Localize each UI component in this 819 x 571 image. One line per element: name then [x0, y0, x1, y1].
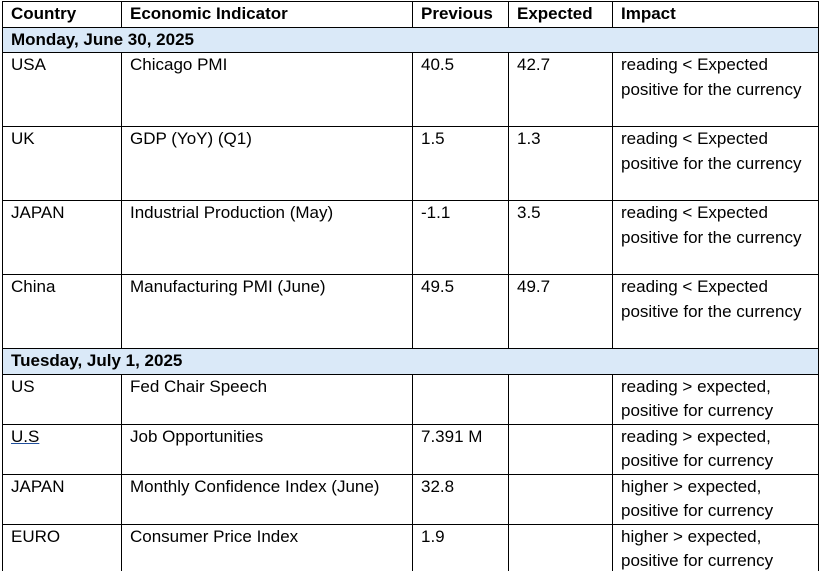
cell-previous: -1.1 [412, 200, 509, 275]
cell-expected: 49.7 [508, 274, 613, 349]
cell-country: USA [2, 52, 122, 127]
cell-country: JAPAN [2, 200, 122, 275]
cell-expected [508, 523, 613, 571]
cell-impact: higher > expected, positive for currency [612, 473, 819, 525]
cell-indicator: Job Opportunities [121, 423, 413, 475]
header-impact: Impact [612, 1, 819, 28]
table-row: UK GDP (YoY) (Q1) 1.5 1.3 reading < Expe… [2, 126, 819, 201]
cell-expected [508, 473, 613, 525]
cell-country: JAPAN [2, 473, 122, 525]
cell-country: China [2, 274, 122, 349]
country-text: U.S [11, 426, 40, 446]
cell-country: UK [2, 126, 122, 201]
section-date-row: Monday, June 30, 2025 [2, 26, 819, 53]
table-row: USA Chicago PMI 40.5 42.7 reading < Expe… [2, 52, 819, 127]
cell-country: U.S [2, 423, 122, 475]
cell-impact: reading > expected, positive for currenc… [612, 423, 819, 475]
cell-impact: reading > expected, positive for currenc… [612, 373, 819, 425]
section-date: Tuesday, July 1, 2025 [2, 348, 819, 375]
cell-previous: 1.5 [412, 126, 509, 201]
cell-previous: 40.5 [412, 52, 509, 127]
table-row: China Manufacturing PMI (June) 49.5 49.7… [2, 274, 819, 349]
header-previous: Previous [412, 1, 509, 28]
cell-country: EURO [2, 523, 122, 571]
table-row: JAPAN Monthly Confidence Index (June) 32… [2, 473, 819, 525]
header-country: Country [2, 1, 122, 28]
section-date: Monday, June 30, 2025 [2, 26, 819, 53]
cell-indicator: Fed Chair Speech [121, 373, 413, 425]
table-row: EURO Consumer Price Index 1.9 higher > e… [2, 523, 819, 571]
cell-previous: 7.391 M [412, 423, 509, 475]
section-date-row: Tuesday, July 1, 2025 [2, 348, 819, 375]
cell-expected [508, 423, 613, 475]
cell-previous: 49.5 [412, 274, 509, 349]
cell-previous [412, 373, 509, 425]
cell-indicator: Monthly Confidence Index (June) [121, 473, 413, 525]
cell-indicator: Chicago PMI [121, 52, 413, 127]
header-indicator: Economic Indicator [121, 1, 413, 28]
cell-expected: 42.7 [508, 52, 613, 127]
cell-expected [508, 373, 613, 425]
cell-impact: reading < Expected positive for the curr… [612, 200, 819, 275]
cell-indicator: Consumer Price Index [121, 523, 413, 571]
table-row: JAPAN Industrial Production (May) -1.1 3… [2, 200, 819, 275]
cell-impact: higher > expected, positive for currency [612, 523, 819, 571]
cell-expected: 3.5 [508, 200, 613, 275]
header-row: Country Economic Indicator Previous Expe… [2, 1, 819, 28]
cell-previous: 32.8 [412, 473, 509, 525]
cell-impact: reading < Expected positive for the curr… [612, 52, 819, 127]
header-expected: Expected [508, 1, 613, 28]
cell-indicator: Industrial Production (May) [121, 200, 413, 275]
table-row: US Fed Chair Speech reading > expected, … [2, 373, 819, 425]
cell-indicator: Manufacturing PMI (June) [121, 274, 413, 349]
cell-impact: reading < Expected positive for the curr… [612, 274, 819, 349]
cell-impact: reading < Expected positive for the curr… [612, 126, 819, 201]
table-row: U.S Job Opportunities 7.391 M reading > … [2, 423, 819, 475]
cell-country: US [2, 373, 122, 425]
cell-expected: 1.3 [508, 126, 613, 201]
cell-previous: 1.9 [412, 523, 509, 571]
cell-indicator: GDP (YoY) (Q1) [121, 126, 413, 201]
